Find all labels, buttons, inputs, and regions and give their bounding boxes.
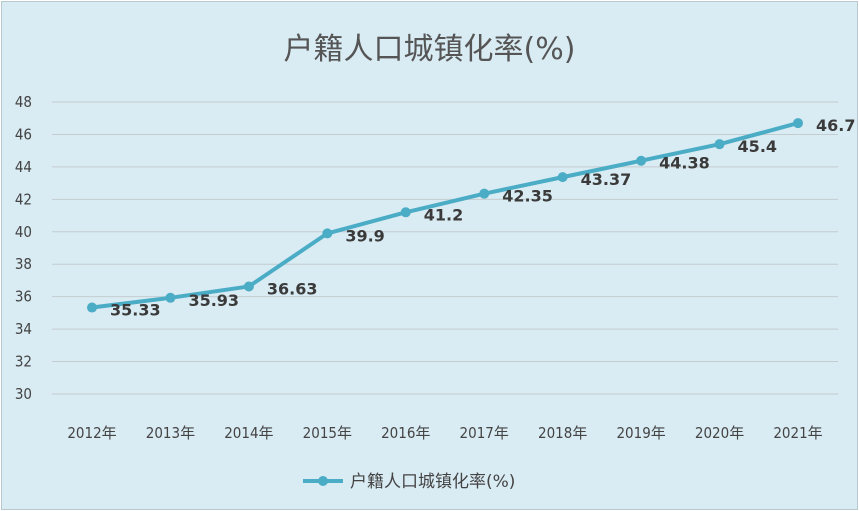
data-point [400, 207, 411, 218]
data-label: 36.63 [267, 279, 318, 298]
y-tick-label: 42 [15, 190, 32, 208]
x-tick-label: 2018年 [538, 424, 587, 442]
y-tick-label: 48 [15, 93, 32, 111]
chart-title: 户籍人口城镇化率(%) [283, 32, 576, 67]
data-point [322, 228, 333, 239]
y-tick-label: 36 [15, 288, 32, 306]
y-tick-label: 32 [15, 353, 32, 371]
data-label: 35.93 [188, 291, 239, 310]
series-line [90, 121, 800, 310]
x-tick-label: 2021年 [773, 424, 822, 442]
x-tick-label: 2017年 [460, 424, 509, 442]
y-axis-ticks: 30 32 34 36 38 40 42 44 46 48 [15, 93, 32, 403]
x-tick-label: 2019年 [616, 424, 665, 442]
legend-marker [318, 476, 328, 486]
data-label: 43.37 [581, 170, 632, 189]
x-tick-label: 2013年 [146, 424, 195, 442]
y-tick-label: 30 [15, 385, 32, 403]
x-axis-ticks: 2012年 2013年 2014年 2015年 2016年 2017年 2018年 2019年… [67, 424, 822, 442]
data-labels: 35.33 35.93 36.63 39.9 41.2 42.35 43.37 44.38 45… [110, 116, 855, 319]
y-tick-label: 46 [15, 125, 32, 143]
legend-label: 户籍人口城镇化率(%) [350, 472, 515, 492]
data-label: 45.4 [738, 137, 777, 156]
data-point [87, 302, 97, 313]
x-tick-label: 2014年 [224, 424, 273, 442]
x-tick-label: 2012年 [67, 424, 116, 442]
data-point [243, 281, 254, 292]
legend: 户籍人口城镇化率(%) [303, 472, 515, 492]
y-tick-label: 38 [15, 255, 32, 273]
grid-lines [52, 101, 838, 395]
data-label: 44.38 [659, 154, 710, 173]
y-tick-label: 40 [15, 223, 32, 241]
y-tick-label: 44 [15, 158, 32, 176]
data-label: 46.7 [816, 116, 855, 135]
data-point [165, 292, 176, 303]
data-point [557, 172, 568, 183]
data-point [714, 139, 725, 150]
data-label: 42.35 [502, 187, 553, 206]
data-label: 41.2 [424, 205, 463, 224]
data-label: 39.9 [345, 226, 384, 245]
data-point [636, 155, 647, 166]
x-tick-label: 2016年 [381, 424, 430, 442]
x-tick-label: 2015年 [303, 424, 352, 442]
data-label: 35.33 [110, 301, 161, 320]
data-point [479, 188, 490, 199]
x-tick-label: 2020年 [695, 424, 744, 442]
series-group [87, 118, 803, 313]
y-tick-label: 34 [15, 320, 32, 338]
data-point [793, 118, 803, 129]
